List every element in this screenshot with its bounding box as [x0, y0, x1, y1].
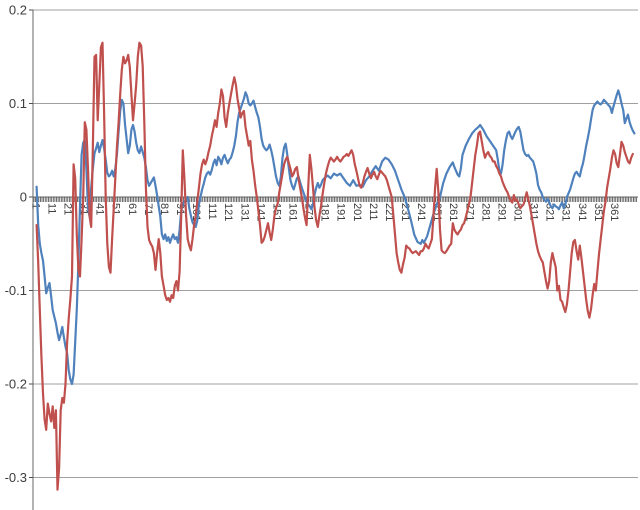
x-tick-label: 201 — [351, 203, 363, 221]
x-tick-label: 241 — [415, 203, 427, 221]
x-tick-label: 341 — [576, 203, 588, 221]
x-tick-label: 71 — [142, 203, 154, 215]
x-tick-label: 51 — [110, 203, 122, 215]
x-tick-label: 1 — [29, 203, 41, 209]
y-tick-label: 0.2 — [9, 3, 27, 18]
series-red-line — [35, 41, 634, 491]
x-tick-label: 281 — [479, 203, 491, 221]
x-tick-label: 211 — [367, 203, 379, 221]
y-axis-labels: 0.2 0.1 0 -0.1 -0.2 -0.3 — [5, 3, 27, 486]
x-tick-label: 61 — [126, 203, 138, 215]
axes — [29, 9, 34, 510]
x-tick-label: 141 — [254, 203, 266, 221]
x-tick-label: 261 — [447, 203, 459, 221]
x-tick-label: 191 — [335, 203, 347, 221]
y-tick-label: -0.2 — [5, 377, 27, 392]
x-tick-label: 81 — [158, 203, 170, 215]
x-tick-label: 111 — [206, 203, 218, 220]
y-tick-label: 0.1 — [9, 96, 27, 111]
x-tick-label: 131 — [238, 203, 250, 221]
y-gridlines — [33, 9, 638, 478]
x-tick-label: 161 — [287, 203, 299, 221]
x-tick-label: 41 — [94, 203, 106, 215]
y-tick-label: -0.1 — [5, 283, 27, 298]
x-tick-label: 351 — [592, 203, 604, 221]
x-tick-label: 121 — [222, 203, 234, 221]
x-tick-label: 291 — [495, 203, 507, 221]
y-tick-label: -0.3 — [5, 470, 27, 485]
series-lines — [35, 41, 636, 491]
x-tick-label: 21 — [62, 203, 74, 215]
x-tick-label: 11 — [46, 203, 58, 214]
x-tick-label: 361 — [608, 203, 620, 221]
series-blue-line — [35, 89, 636, 386]
y-tick-label: 0 — [20, 190, 27, 205]
